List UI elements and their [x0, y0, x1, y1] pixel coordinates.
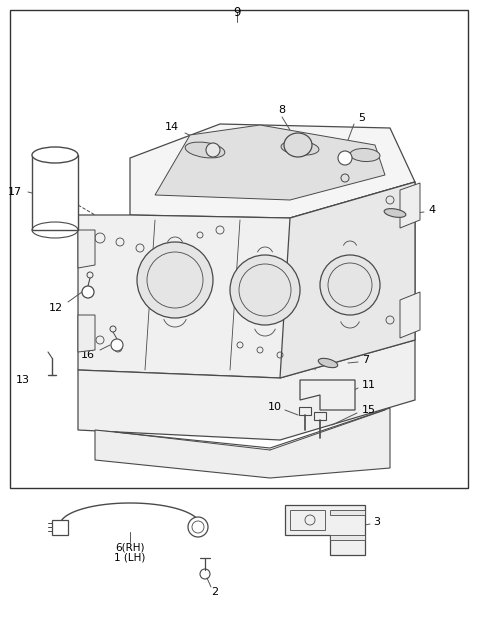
Polygon shape	[400, 183, 420, 228]
Text: 16: 16	[81, 350, 95, 360]
Circle shape	[111, 339, 123, 351]
Polygon shape	[52, 520, 68, 535]
Circle shape	[188, 517, 208, 537]
Text: 9: 9	[233, 6, 241, 19]
Ellipse shape	[384, 209, 406, 218]
Circle shape	[137, 242, 213, 318]
Polygon shape	[78, 182, 415, 378]
Ellipse shape	[32, 147, 78, 163]
Polygon shape	[155, 125, 385, 200]
Ellipse shape	[318, 358, 338, 368]
Polygon shape	[78, 340, 415, 440]
Text: 7: 7	[362, 355, 369, 365]
Text: 15: 15	[362, 405, 376, 415]
Polygon shape	[400, 292, 420, 338]
Polygon shape	[95, 408, 390, 478]
Text: 2: 2	[211, 587, 218, 597]
Text: 14: 14	[165, 122, 179, 132]
Text: 3: 3	[373, 517, 380, 527]
Text: 1 (LH): 1 (LH)	[114, 553, 146, 563]
Polygon shape	[330, 535, 365, 540]
Text: 12: 12	[49, 303, 63, 313]
Polygon shape	[330, 510, 365, 515]
Text: 6(RH): 6(RH)	[115, 543, 145, 553]
Polygon shape	[130, 124, 415, 218]
Polygon shape	[300, 380, 355, 410]
Circle shape	[338, 151, 352, 165]
Polygon shape	[32, 155, 78, 230]
Polygon shape	[78, 315, 95, 352]
Text: 11: 11	[362, 380, 376, 390]
Text: 10: 10	[268, 402, 282, 412]
Polygon shape	[285, 505, 365, 555]
Polygon shape	[280, 182, 415, 378]
Bar	[10, 10, 468, 488]
Text: 4: 4	[428, 205, 435, 215]
Ellipse shape	[284, 133, 312, 157]
Text: 17: 17	[8, 187, 22, 197]
Circle shape	[82, 286, 94, 298]
Polygon shape	[78, 230, 95, 268]
Ellipse shape	[281, 141, 319, 155]
Ellipse shape	[185, 142, 225, 158]
Circle shape	[320, 255, 380, 315]
Text: 8: 8	[278, 105, 286, 115]
Text: 13: 13	[16, 375, 30, 385]
Text: 5: 5	[358, 113, 365, 123]
Circle shape	[230, 255, 300, 325]
Ellipse shape	[350, 148, 380, 161]
Circle shape	[206, 143, 220, 157]
